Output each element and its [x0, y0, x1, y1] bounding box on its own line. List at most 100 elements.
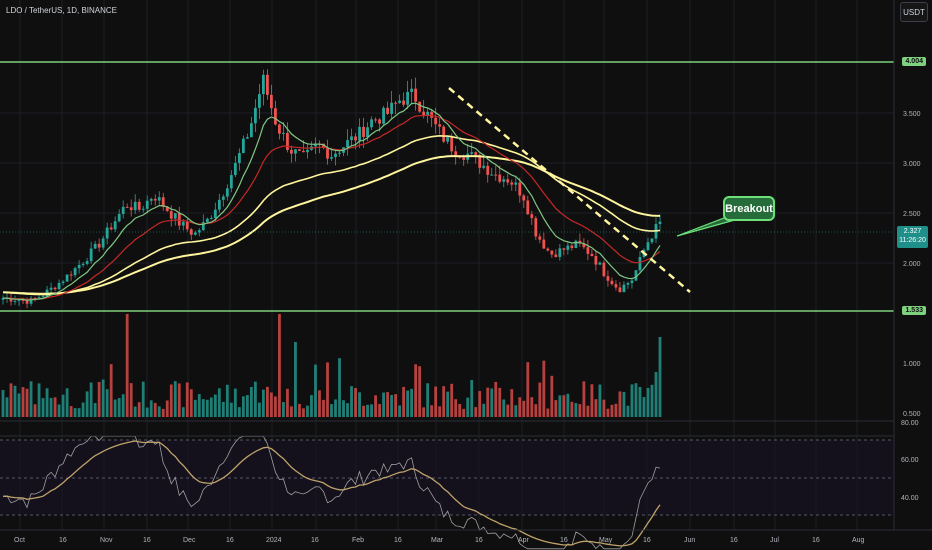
candle-body: [426, 111, 430, 116]
candle-body: [302, 150, 305, 153]
candle-body: [558, 248, 562, 257]
volume-bar: [89, 382, 93, 417]
candle-body: [81, 263, 85, 265]
volume-bar: [149, 400, 153, 417]
symbol-title[interactable]: LDO / TetherUS, 1D, BINANCE: [6, 6, 117, 15]
volume-bar: [181, 407, 185, 417]
candle-body: [169, 211, 173, 219]
volume-bar: [618, 391, 622, 417]
candle-body: [510, 182, 514, 185]
volume-bar: [354, 387, 357, 417]
volume-bar: [253, 381, 257, 417]
volume-bar: [478, 391, 482, 417]
volume-bar: [526, 362, 530, 417]
volume-bar: [466, 397, 470, 417]
candle-body: [490, 174, 494, 176]
volume-bar: [438, 406, 442, 417]
candle-body: [69, 274, 73, 276]
candle-body: [650, 238, 654, 243]
volume-bars: [1, 314, 662, 417]
candle-body: [382, 107, 385, 124]
volume-bar: [5, 397, 9, 417]
volume-bar: [506, 404, 510, 417]
candle-body: [498, 174, 502, 182]
volume-bar: [326, 362, 329, 417]
currency-button[interactable]: USDT: [900, 2, 928, 22]
volume-bar: [418, 366, 422, 417]
price-axis[interactable]: 3.500 3.000 2.500 2.000 1.000 0.500 80.0…: [901, 111, 921, 502]
downtrend-line[interactable]: [448, 87, 691, 293]
candle-body: [430, 111, 434, 118]
candle-body: [386, 107, 389, 114]
candle-body: [454, 151, 458, 157]
candle-body: [121, 206, 125, 215]
time-axis[interactable]: Oct 16 Nov 16 Dec 16 2024 16 Feb 16 Mar …: [14, 537, 865, 544]
candle-body: [586, 247, 590, 254]
volume-bar: [386, 392, 389, 417]
candle-body: [534, 218, 538, 237]
volume-bar: [298, 403, 301, 417]
volume-bar: [165, 400, 169, 417]
volume-bar: [586, 405, 590, 417]
volume-bar: [318, 390, 321, 417]
volume-bar: [105, 389, 109, 417]
volume-bar: [306, 405, 309, 417]
volume-bar: [266, 386, 269, 417]
candle-body: [17, 299, 21, 301]
candle-body: [33, 297, 37, 299]
candle-body: [165, 206, 169, 212]
candle-body: [398, 100, 402, 104]
rsi-signal-line: [2, 440, 661, 547]
volume-bar: [233, 388, 237, 417]
volume-bar: [77, 408, 81, 417]
candle-body: [157, 197, 161, 201]
candle-body: [506, 179, 510, 183]
time-axis-label: 16: [226, 537, 234, 544]
volume-bar: [290, 406, 293, 417]
candle-body: [378, 119, 381, 124]
volume-bar: [514, 405, 518, 417]
time-axis-label: 16: [560, 537, 568, 544]
volume-bar: [502, 399, 506, 417]
candle-body: [370, 119, 373, 128]
candle-body: [574, 240, 578, 249]
candle-body: [538, 236, 542, 240]
volume-bar: [494, 381, 498, 417]
candle-body: [266, 74, 269, 95]
candle-body: [253, 107, 257, 124]
candle-body: [494, 174, 498, 176]
volume-bar: [9, 383, 13, 417]
volume-bar: [286, 388, 289, 417]
volume-bar: [442, 386, 446, 417]
volume-bar: [153, 402, 157, 417]
volume-bar: [209, 397, 213, 417]
volume-bar: [129, 383, 133, 417]
volume-bar: [294, 342, 297, 417]
time-axis-label: Apr: [518, 537, 530, 544]
volume-bar: [37, 383, 41, 417]
price-axis-label: 2.000: [903, 261, 921, 268]
volume-bar: [654, 372, 658, 417]
time-axis-label: 16: [730, 537, 738, 544]
candle-body: [53, 287, 57, 290]
price-axis-label: 3.500: [903, 111, 921, 118]
volume-bar: [518, 397, 522, 417]
volume-bar: [490, 388, 494, 417]
breakout-callout[interactable]: Breakout: [723, 196, 775, 221]
candle-body: [57, 282, 61, 290]
candle-body: [77, 264, 81, 269]
candle-body: [181, 221, 185, 226]
volume-bar: [342, 400, 345, 417]
candle-body: [402, 100, 406, 105]
time-axis-label: Jul: [770, 537, 779, 544]
volume-bar: [634, 383, 638, 417]
volume-bar: [482, 403, 486, 417]
candle-body: [522, 195, 526, 201]
candle-body: [153, 198, 157, 201]
price-axis-label: 3.000: [903, 161, 921, 168]
volume-bar: [550, 375, 554, 417]
volume-bar: [282, 402, 285, 417]
candle-body: [61, 281, 65, 283]
candle-body: [9, 297, 13, 302]
